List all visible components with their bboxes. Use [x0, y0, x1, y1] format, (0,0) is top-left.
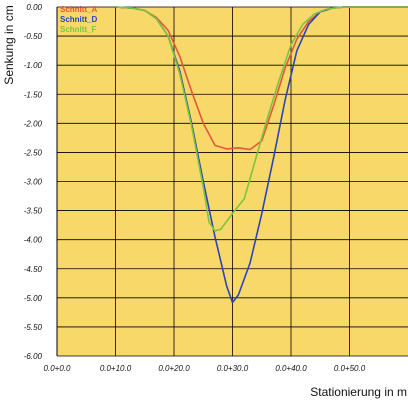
x-tick-label: 0.0+40.0 — [275, 364, 307, 373]
y-tick-label: 0.00 — [26, 3, 42, 12]
series-group — [115, 6, 408, 304]
y-tick-label: -3.50 — [24, 207, 43, 216]
legend-entry: Schnitt_A — [60, 5, 98, 14]
y-tick-label: -0.50 — [24, 32, 43, 41]
y-tick-label: -4.00 — [24, 236, 43, 245]
x-tick-label: 0.0+20.0 — [158, 364, 190, 373]
y-tick-label: -6.00 — [24, 352, 43, 361]
x-tick-labels: 0.0+0.0 0.0+10.0 0.0+20.0 0.0+30.0 0.0+40.0 0… — [44, 364, 366, 373]
y-tick-label: -1.00 — [24, 61, 43, 70]
y-tick-label: -3.00 — [24, 178, 43, 187]
y-tick-labels: 0.00 -0.50 -1.00 -1.50 -2.00 -2.50 -3.00 -3.50 -… — [24, 3, 43, 361]
y-tick-label: -2.50 — [24, 148, 43, 157]
series-line-schnitt-f — [115, 6, 408, 232]
y-tick-label: -1.50 — [24, 90, 43, 99]
y-tick-label: -5.50 — [24, 323, 43, 332]
y-tick-label: -5.00 — [24, 294, 43, 303]
y-axis-label: Senkung in cm — [2, 5, 16, 84]
grid-lines — [56, 6, 408, 357]
legend-entry: Schnitt_F — [60, 25, 97, 34]
legend-entry: Schnitt_D — [60, 15, 98, 24]
x-tick-label: 0.0+0.0 — [44, 364, 71, 373]
y-tick-label: -4.50 — [24, 265, 43, 274]
x-tick-label: 0.0+10.0 — [100, 364, 132, 373]
y-tick-label: -2.00 — [24, 119, 43, 128]
x-tick-label: 0.0+50.0 — [334, 364, 366, 373]
x-axis-label: Stationierung in m — [310, 385, 407, 399]
x-tick-label: 0.0+30.0 — [217, 364, 249, 373]
